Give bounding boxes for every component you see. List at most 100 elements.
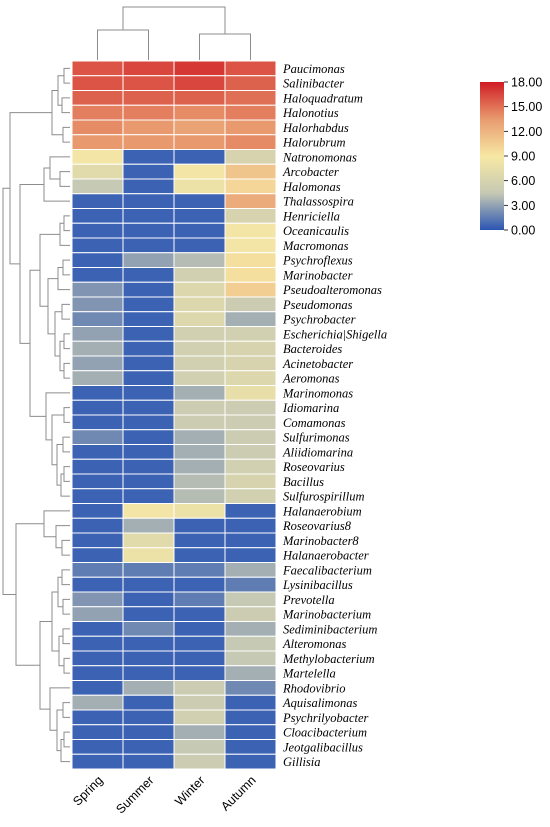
heatmap-cell (224, 178, 277, 195)
heatmap-cell (122, 635, 175, 652)
heatmap-cell (224, 665, 277, 681)
heatmap-cell (173, 281, 226, 298)
heatmap-cell (122, 724, 175, 740)
dendrogram-link (62, 628, 70, 645)
dendrogram-link (63, 731, 70, 748)
heatmap-cell (224, 222, 277, 239)
heatmap-cell (224, 340, 277, 357)
heatmap-cell (122, 488, 175, 504)
row-label: Pseudoalteromonas (282, 283, 382, 297)
heatmap-cell (173, 237, 226, 254)
heatmap-cell (122, 104, 175, 121)
heatmap-cell (224, 576, 277, 593)
heatmap-cell (122, 90, 175, 106)
heatmap-cell (71, 399, 124, 416)
row-dendrogram (2, 67, 70, 763)
heatmap-cell (71, 296, 124, 313)
row-label: Idiomarina (282, 401, 339, 415)
heatmap-cell (122, 237, 175, 254)
heatmap-cell (122, 340, 175, 357)
heatmap-cell (224, 458, 277, 475)
dendrogram-link (61, 303, 70, 320)
heatmap-cell (224, 75, 277, 91)
heatmap-cell (71, 370, 124, 386)
heatmap-cell (71, 340, 124, 357)
dendrogram-link (56, 444, 63, 486)
heatmap-cell (122, 208, 175, 224)
heatmap-cell (224, 517, 277, 534)
heatmap-cell (173, 104, 226, 121)
heatmap-cell (71, 665, 124, 681)
heatmap-cell (122, 458, 175, 475)
heatmap-cell (173, 90, 226, 106)
heatmap-cell (173, 547, 226, 563)
colorbar-tick-label: 9.00 (511, 150, 535, 164)
heatmap-cell (173, 650, 226, 667)
heatmap-cell (71, 134, 124, 150)
heatmap-cell (122, 444, 175, 460)
dendrogram-link (56, 709, 63, 752)
heatmap-cell (173, 340, 226, 357)
heatmap-cell (71, 163, 124, 180)
heatmap-cell (224, 503, 277, 519)
heatmap-cell (122, 193, 175, 209)
heatmap-cell (173, 458, 226, 475)
dendrogram-link (62, 259, 70, 276)
heatmap-cell (71, 326, 124, 342)
row-label: Thalassospira (283, 195, 354, 209)
heatmap-cell (71, 311, 124, 327)
heatmap-cell (224, 296, 277, 313)
row-label: Rhodovibrio (282, 681, 346, 695)
heatmap-cell (224, 163, 277, 180)
heatmap-cell (224, 281, 277, 298)
dendrogram-link (63, 657, 70, 674)
row-label: Sulfurospirillum (283, 490, 365, 504)
heatmap-cell (122, 650, 175, 667)
heatmap-cell (173, 75, 226, 91)
heatmap-cell (173, 709, 226, 726)
dendrogram-link (97, 29, 149, 60)
dendrogram-link (57, 75, 64, 106)
dendrogram-link (62, 126, 70, 143)
dendrogram-link (51, 414, 64, 466)
heatmap-cell (122, 739, 175, 755)
dendrogram-link (60, 473, 70, 497)
heatmap-cell (122, 562, 175, 578)
dendrogram-link (62, 598, 70, 615)
heatmap-cell (71, 532, 124, 549)
heatmap-cell (224, 311, 277, 327)
heatmap-cell (224, 237, 277, 254)
heatmap-cell (122, 591, 175, 608)
column-label: Autumn (218, 773, 258, 813)
heatmap-cell (71, 178, 124, 195)
dendrogram-link (45, 392, 70, 441)
heatmap-cell (224, 694, 277, 711)
heatmap-cell (122, 370, 175, 386)
row-label: Jeotgalibacillus (283, 740, 363, 754)
row-label: Cloacibacterium (283, 726, 367, 740)
heatmap-cell (71, 149, 124, 165)
heatmap-cell (224, 562, 277, 578)
heatmap-cell (173, 163, 226, 180)
row-label: Sulfurimonas (283, 431, 350, 445)
heatmap-cell (122, 532, 175, 549)
heatmap-cell (71, 385, 124, 401)
heatmap-cell (122, 119, 175, 136)
heatmap-cell (173, 680, 226, 696)
heatmap-cell (122, 326, 175, 342)
column-label: Spring (70, 773, 105, 808)
heatmap-cell (224, 119, 277, 136)
row-label: Lysinibacillus (282, 578, 353, 592)
heatmap-cell (71, 606, 124, 622)
heatmap-cell (71, 208, 124, 224)
dendrogram-link (61, 539, 70, 556)
heatmap-cells (71, 60, 277, 770)
colorbar-ticks: 18.00 15.00 12.00 9.00 6.00 3.00 0.00 (504, 76, 542, 238)
heatmap-cell (224, 635, 277, 652)
heatmap-cell (173, 222, 226, 239)
dendrogram-link (63, 407, 70, 423)
heatmap-cell (224, 621, 277, 637)
row-label: Haloquadratum (282, 91, 363, 105)
heatmap-cell (173, 591, 226, 608)
heatmap-cell (122, 385, 175, 401)
